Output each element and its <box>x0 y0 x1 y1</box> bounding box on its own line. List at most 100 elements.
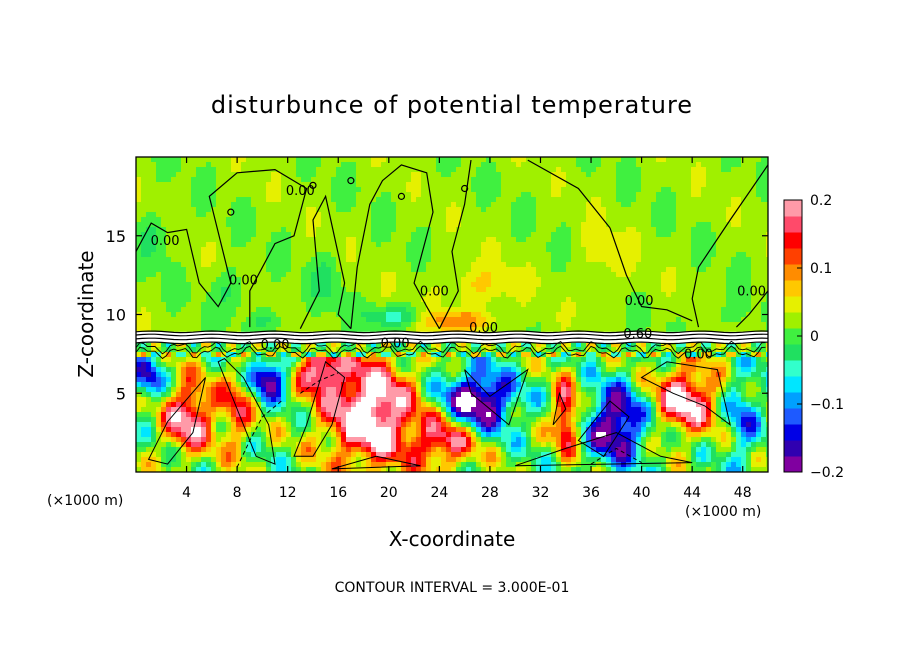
field-cell <box>466 242 472 248</box>
field-cell <box>346 192 352 198</box>
field-cell <box>241 172 247 178</box>
field-cell <box>211 362 217 368</box>
field-cell <box>446 207 452 213</box>
field-cell <box>226 442 232 448</box>
field-cell <box>311 297 317 303</box>
field-cell <box>521 227 527 233</box>
field-cell <box>361 432 367 438</box>
field-cell <box>391 292 397 298</box>
field-cell <box>321 187 327 193</box>
field-cell <box>166 237 172 243</box>
field-cell <box>151 247 157 253</box>
field-cell <box>461 167 467 173</box>
field-cell <box>166 427 172 433</box>
field-cell <box>136 252 142 258</box>
field-cell <box>231 427 237 433</box>
field-cell <box>526 377 532 383</box>
field-cell <box>236 182 242 188</box>
field-cell <box>256 167 262 173</box>
field-cell <box>371 272 377 278</box>
field-cell <box>391 447 397 453</box>
field-cell <box>431 432 437 438</box>
field-cell <box>326 262 332 268</box>
field-cell <box>331 187 337 193</box>
field-cell <box>141 257 147 263</box>
field-cell <box>261 292 267 298</box>
field-cell <box>151 422 157 428</box>
field-cell <box>186 227 192 233</box>
field-cell <box>256 162 262 168</box>
field-cell <box>381 407 387 413</box>
field-cell <box>511 167 517 173</box>
field-cell <box>496 197 502 203</box>
field-cell <box>466 272 472 278</box>
field-cell <box>151 237 157 243</box>
field-cell <box>476 342 482 348</box>
field-cell <box>241 252 247 258</box>
field-cell <box>311 262 317 268</box>
field-cell <box>526 427 532 433</box>
field-cell <box>506 457 512 463</box>
field-cell <box>391 162 397 168</box>
field-cell <box>156 307 162 313</box>
field-cell <box>466 222 472 228</box>
field-cell <box>246 357 252 363</box>
field-cell <box>331 392 337 398</box>
field-cell <box>466 227 472 233</box>
field-cell <box>391 397 397 403</box>
field-cell <box>431 297 437 303</box>
field-cell <box>376 462 382 468</box>
field-cell <box>141 392 147 398</box>
field-cell <box>456 372 462 378</box>
field-cell <box>251 227 257 233</box>
field-cell <box>136 242 142 248</box>
field-cell <box>401 362 407 368</box>
field-cell <box>356 432 362 438</box>
field-cell <box>496 222 502 228</box>
field-cell <box>176 457 182 463</box>
field-cell <box>226 247 232 253</box>
field-cell <box>471 197 477 203</box>
field-cell <box>151 287 157 293</box>
field-cell <box>201 237 207 243</box>
field-cell <box>316 427 322 433</box>
field-cell <box>471 182 477 188</box>
field-cell <box>406 442 412 448</box>
field-cell <box>201 242 207 248</box>
field-cell <box>211 232 217 238</box>
field-cell <box>466 372 472 378</box>
field-cell <box>441 282 447 288</box>
field-cell <box>296 247 302 253</box>
field-cell <box>226 457 232 463</box>
field-cell <box>501 297 507 303</box>
field-cell <box>281 377 287 383</box>
field-cell <box>401 457 407 463</box>
field-cell <box>346 352 352 358</box>
field-cell <box>386 362 392 368</box>
field-cell <box>186 287 192 293</box>
field-cell <box>261 182 267 188</box>
field-cell <box>216 217 222 223</box>
field-cell <box>136 172 142 178</box>
field-cell <box>166 432 172 438</box>
field-cell <box>376 192 382 198</box>
field-cell <box>346 467 352 472</box>
field-cell <box>466 357 472 363</box>
field-cell <box>396 292 402 298</box>
field-cell <box>441 252 447 258</box>
field-cell <box>156 412 162 418</box>
field-cell <box>361 277 367 283</box>
field-cell <box>311 242 317 248</box>
field-cell <box>391 172 397 178</box>
field-cell <box>156 282 162 288</box>
field-cell <box>366 247 372 253</box>
field-cell <box>221 397 227 403</box>
field-cell <box>441 172 447 178</box>
field-cell <box>366 367 372 373</box>
field-cell <box>226 162 232 168</box>
field-cell <box>511 437 517 443</box>
field-cell <box>241 342 247 348</box>
field-cell <box>141 432 147 438</box>
field-cell <box>436 312 442 318</box>
field-cell <box>306 367 312 373</box>
